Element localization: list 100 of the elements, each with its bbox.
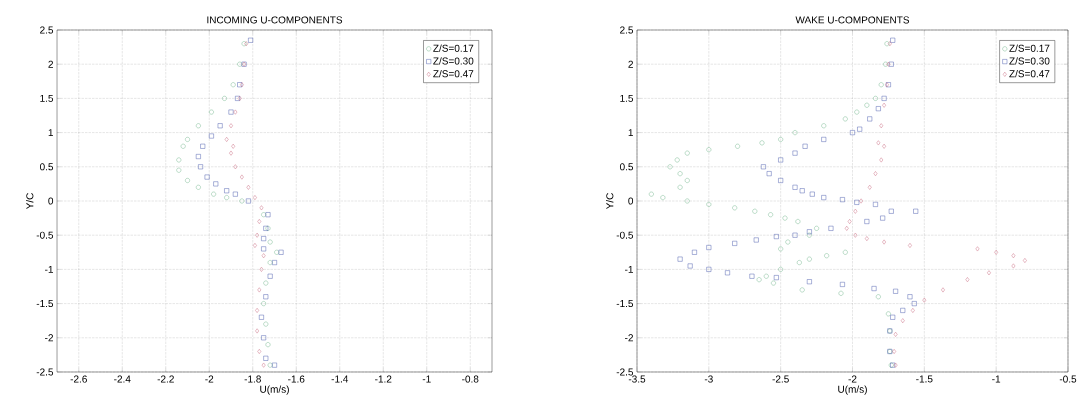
y-tick-label: 2 <box>48 60 53 68</box>
point <box>792 150 798 156</box>
point <box>732 205 738 211</box>
point <box>975 246 980 252</box>
point <box>176 157 182 163</box>
y-axis-title: Y/C <box>606 193 614 210</box>
point <box>840 282 845 287</box>
point <box>255 328 259 334</box>
point <box>217 123 223 129</box>
x-tick-label: -0.5 <box>1059 375 1077 383</box>
point <box>209 109 214 115</box>
point <box>265 342 271 348</box>
point <box>749 273 755 279</box>
point <box>864 102 870 108</box>
point <box>648 191 654 197</box>
x-tick-label: -2 <box>848 375 857 383</box>
point <box>778 137 784 142</box>
point <box>879 157 884 163</box>
point <box>692 249 697 255</box>
y-tick-label: -1.5 <box>616 300 634 308</box>
point <box>1011 263 1016 269</box>
x-axis-title: U(m/s) <box>260 385 289 395</box>
point <box>884 41 890 47</box>
point <box>840 197 845 203</box>
point <box>809 191 815 197</box>
point <box>255 308 259 313</box>
point <box>267 273 273 279</box>
point <box>824 253 830 259</box>
point <box>853 232 858 238</box>
point <box>229 150 233 156</box>
point <box>263 294 269 300</box>
legend-label: Z/S=0.30 <box>433 57 474 65</box>
point <box>796 260 802 265</box>
point <box>873 96 878 101</box>
point <box>773 234 779 239</box>
point <box>847 219 852 224</box>
point <box>272 362 277 368</box>
legend-label: Z/S=0.30 <box>1009 57 1050 65</box>
point <box>922 297 927 303</box>
y-tick-label: -1 <box>45 265 54 273</box>
y-tick-label: -2.5 <box>36 368 54 376</box>
point <box>229 123 233 129</box>
point <box>263 355 269 361</box>
point <box>687 263 693 269</box>
point <box>878 82 884 88</box>
point <box>259 266 264 272</box>
point <box>875 106 881 112</box>
point <box>222 96 227 101</box>
point <box>195 184 201 190</box>
point <box>965 277 970 283</box>
point <box>799 188 805 194</box>
y-tick-label: -0.5 <box>36 231 54 239</box>
point <box>893 331 898 337</box>
point <box>261 335 267 341</box>
point <box>261 253 266 259</box>
point <box>854 109 860 115</box>
point <box>684 150 690 156</box>
point <box>261 236 267 242</box>
y-tick-label: -2 <box>45 334 53 342</box>
point <box>224 137 229 142</box>
legend-label: Z/S=0.17 <box>433 44 474 52</box>
point <box>882 102 886 108</box>
point <box>890 314 896 320</box>
chart-title: INCOMING U-COMPONENTS <box>207 16 343 24</box>
point <box>881 96 887 101</box>
y-tick-label: 2.5 <box>40 26 54 34</box>
point <box>230 82 236 88</box>
point <box>257 349 262 354</box>
point <box>267 362 273 368</box>
point <box>941 287 945 293</box>
point <box>756 277 762 283</box>
point <box>198 164 203 170</box>
y-tick-label: 2 <box>628 60 633 68</box>
point <box>706 266 712 272</box>
point <box>209 133 214 139</box>
point <box>232 191 238 197</box>
point <box>213 181 219 187</box>
point <box>706 202 712 207</box>
point <box>807 279 812 285</box>
x-axis-title: U(m/s) <box>838 385 867 395</box>
point <box>257 287 262 293</box>
y-tick-label: 0 <box>48 197 54 205</box>
point <box>231 143 236 149</box>
x-tick-label: -3.5 <box>628 375 646 383</box>
point <box>842 116 848 122</box>
point <box>802 143 808 149</box>
point <box>821 137 827 142</box>
point <box>875 294 881 300</box>
x-tick-label: -2.2 <box>157 375 174 383</box>
point <box>778 266 784 272</box>
point <box>246 184 251 190</box>
point <box>684 198 690 204</box>
point <box>888 41 892 47</box>
point <box>239 198 245 204</box>
point <box>882 143 886 149</box>
point <box>253 243 257 248</box>
point <box>853 208 858 214</box>
point <box>867 116 873 122</box>
legend-label: Z/S=0.17 <box>1009 44 1050 52</box>
y-tick-label: 1.5 <box>40 94 54 102</box>
